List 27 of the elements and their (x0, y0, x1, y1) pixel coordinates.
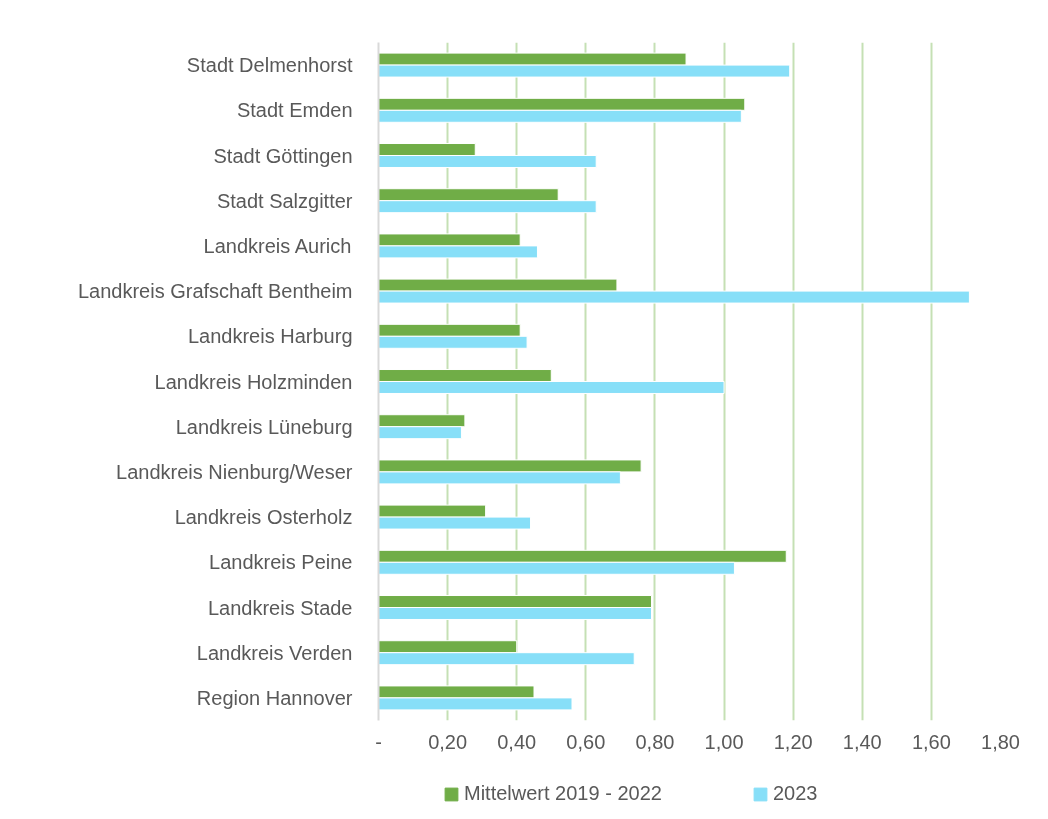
x-tick-label: 1,20 (773, 730, 813, 753)
x-tick-label: - (375, 730, 382, 753)
legend-label: Mittelwert 2019 - 2022 (464, 782, 662, 805)
x-tick-label: 0,60 (566, 730, 606, 753)
x-tick-label: 0,40 (497, 730, 537, 753)
y-tick-label: Stadt Delmenhorst (186, 54, 353, 77)
y-tick-label: Landkreis Harburg (187, 325, 353, 348)
y-tick-label: Stadt Emden (236, 99, 353, 122)
y-tick-label: Landkreis Grafschaft Bentheim (77, 280, 353, 303)
y-tick-label: Stadt Salzgitter (216, 189, 353, 212)
y-tick-label: Landkreis Nienburg/Weser (116, 460, 353, 483)
y-tick-label: Landkreis Lüneburg (175, 415, 353, 438)
x-tick-label: 1,60 (911, 730, 951, 753)
y-tick-label: Landkreis Stade (207, 596, 353, 619)
y-tick-label: Stadt Göttingen (213, 144, 353, 167)
legend-label: 2023 (772, 782, 818, 805)
x-tick-label: 0,80 (635, 730, 675, 753)
x-tick-label: 1,00 (704, 730, 744, 753)
x-tick-label: 0,20 (428, 730, 468, 753)
y-tick-label: Region Hannover (196, 686, 353, 709)
y-tick-label: Landkreis Osterholz (174, 506, 353, 529)
y-tick-label: Landkreis Aurich (203, 234, 352, 257)
y-tick-label: Landkreis Verden (196, 641, 353, 664)
x-tick-label: 1,80 (981, 730, 1020, 753)
x-tick-label: 1,40 (842, 730, 882, 753)
y-tick-label: Landkreis Peine (209, 551, 353, 574)
y-tick-label: Landkreis Holzminden (154, 370, 353, 393)
